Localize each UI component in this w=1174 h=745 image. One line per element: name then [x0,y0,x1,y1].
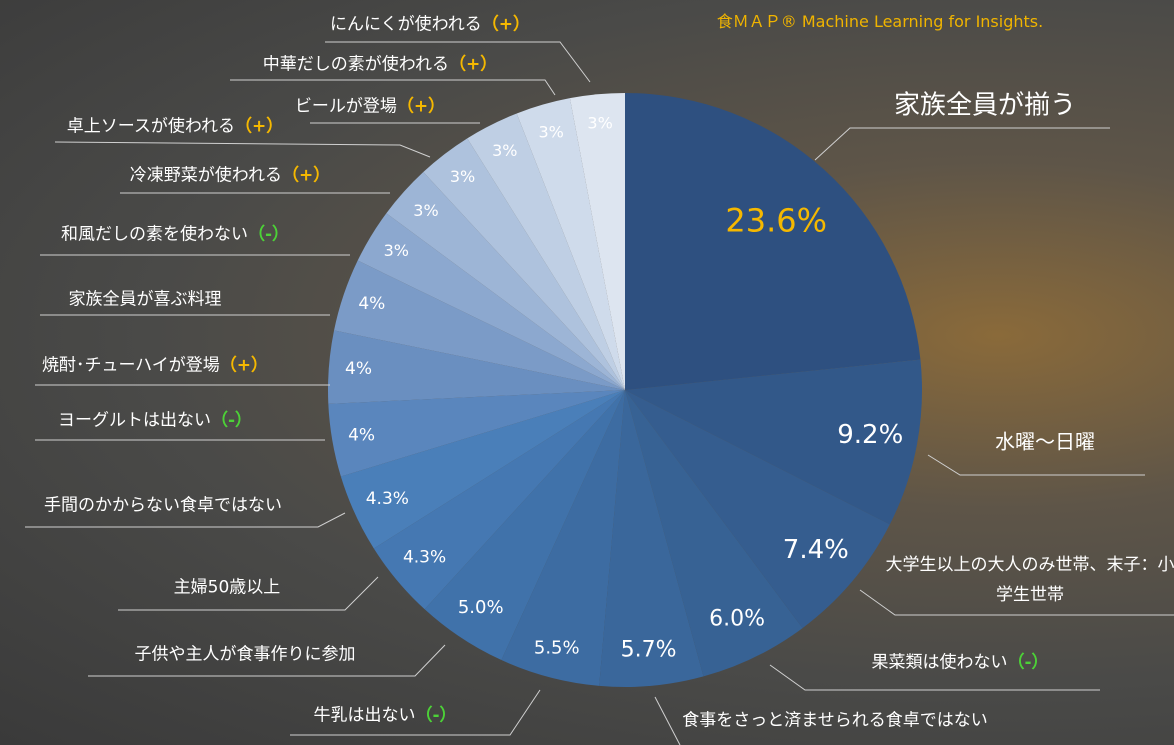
sign: （+） [396,96,446,117]
pie-slice [340,390,625,549]
pie-slice [501,390,625,686]
category-label: にんにくが使われる（+） [330,10,530,35]
category-text: 家族全員が喜ぶ料理 [68,289,222,310]
leader-line [118,576,379,611]
pie-slice [373,390,625,610]
category-label: 主婦50歳以上 [174,573,281,598]
category-text: ビールが登場 [294,96,397,117]
pie-slice [357,213,625,390]
category-label: 冷凍野菜が使われる（+） [130,161,330,186]
leader-line [290,689,541,736]
pie-slice [328,330,625,404]
value-label: 9.2% [837,420,903,450]
sign: （+） [281,165,331,186]
pie-slice [569,93,625,390]
category-text: 中華だしの素が使われる [262,54,449,75]
category-label: 手間のかからない食卓ではない [44,491,282,516]
leader-line [325,41,591,83]
leader-line [927,454,1145,476]
value-label: 3% [492,141,517,160]
sign: （-） [210,410,253,431]
sign: （-） [415,705,457,726]
category-label: 家族全員が揃う [894,85,1076,122]
category-label: 焼酎･チューハイが登場（+） [42,351,268,376]
value-label: 5.7% [621,637,677,662]
category-text: 主婦50歳以上 [173,577,281,598]
category-label: 和風だしの素を使わない（-） [61,220,289,245]
category-label: 牛乳は出ない（-） [313,701,456,726]
category-text: 水曜〜日曜 [995,429,1095,454]
value-label: 3% [450,167,475,186]
category-label: 水曜〜日曜 [995,426,1095,455]
category-text: 手間のかからない食卓ではない [44,495,282,516]
leader-line [859,589,1174,616]
sign: （-） [247,224,290,245]
value-label: 6.0% [709,607,765,632]
category-text: 子供や主人が食事作りに参加 [134,644,356,665]
brand: 食ＭＡＰ® Machine Learning for Insights. [716,12,1044,31]
category-label: 卓上ソースが使われる（+） [67,112,284,137]
sign: （+） [481,14,531,35]
sign: （+） [235,116,284,137]
leader-line [769,664,1100,691]
value-label: 5.0% [458,597,504,618]
value-label: 5.5% [534,637,580,658]
leader-line [54,141,431,158]
category-text: 卓上ソースが使われる [66,116,236,137]
category-label: 食事をさっと済ませられる食卓ではない [682,706,988,731]
category-label: 果菜類は使わない（-） [871,648,1048,673]
leader-line [654,696,681,745]
pie-slice [625,390,890,629]
category-label: 子供や主人が食事作りに参加 [135,640,356,665]
pie-slice [424,390,625,661]
value-label: 3% [384,241,409,260]
value-label: 3% [587,113,612,132]
leader-line [814,127,1110,161]
category-text: 焼酎･チューハイが登場 [41,355,220,376]
pie-slice [423,138,625,390]
category-text: 食事をさっと済ませられる食卓ではない [682,710,988,731]
value-label: 4.3% [403,548,446,568]
pie-slice [625,390,803,677]
category-text: 果菜類は使わない [871,652,1008,673]
value-label: 3% [538,123,563,142]
pie-slice [334,260,625,390]
pie-slice [467,113,625,391]
pie-slice [328,390,625,477]
category-label: ビールが登場（+） [295,92,445,117]
value-label: 4.3% [366,489,409,509]
category-text: ヨーグルトは出ない [57,410,211,431]
category-text: 牛乳は出ない [313,705,416,726]
category-text: 家族全員が揃う [893,90,1077,121]
sign: （+） [448,54,498,75]
pie-slice [599,390,704,687]
sign: （-） [1007,652,1049,673]
value-label: 3% [413,201,438,220]
sign: （+） [219,355,269,376]
category-label: 家族全員が喜ぶ料理 [69,285,222,310]
pie-slice [386,171,625,390]
category-label: 中華だしの素が使われる（+） [263,50,497,75]
leader-line [230,79,556,96]
pie-slice [625,93,921,390]
value-label: 7.4% [783,535,849,565]
pie-slice [516,98,625,390]
value-label: 4% [345,359,372,379]
leader-line [25,512,346,528]
category-label: 大学生以上の大人のみ世帯、末子：小学生世帯 [885,550,1174,610]
pie-slice [625,359,922,525]
category-text: 和風だしの素を使わない [60,224,248,245]
value-label: 4% [358,294,385,314]
leader-line [88,644,446,677]
category-text: にんにくが使われる [329,14,482,35]
category-text: 冷凍野菜が使われる [129,165,282,186]
value-label: 23.6% [725,201,827,239]
value-label: 4% [348,426,375,446]
category-label: ヨーグルトは出ない（-） [58,406,252,431]
category-text: 大学生以上の大人のみ世帯、末子：小学生世帯 [885,555,1174,605]
